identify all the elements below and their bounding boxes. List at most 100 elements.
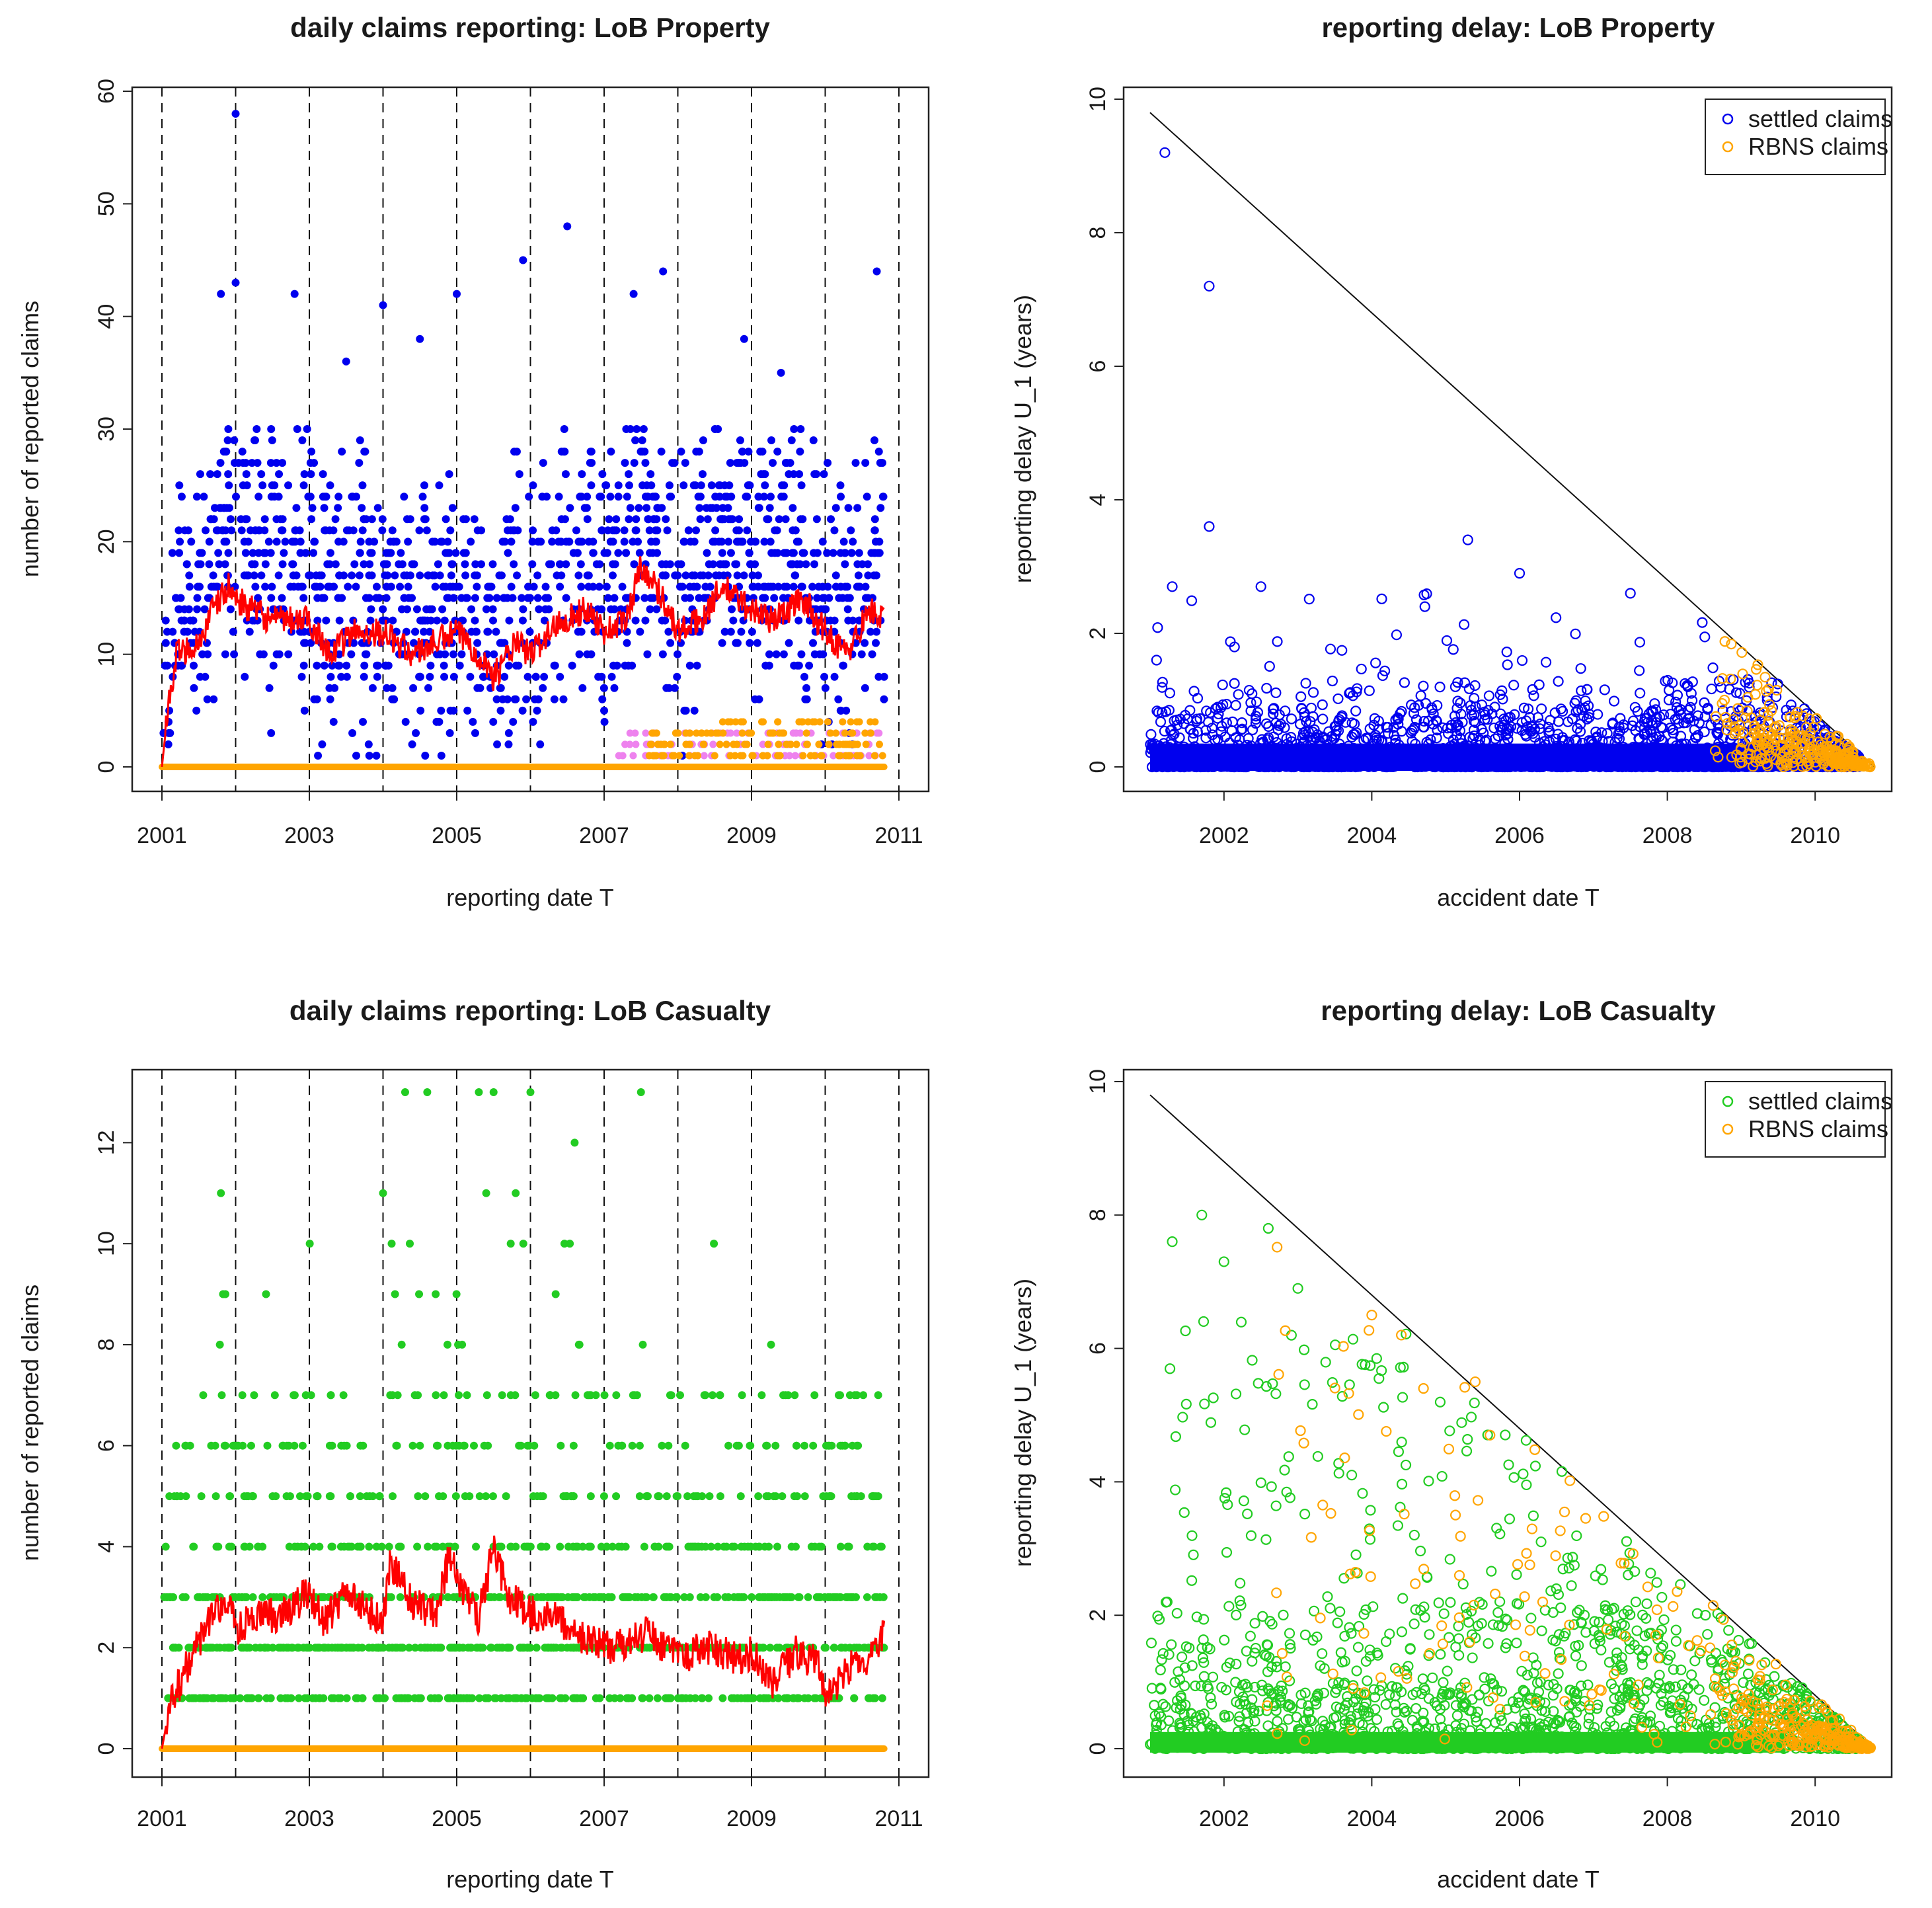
settled-point [820, 470, 828, 479]
settled-point [171, 594, 180, 602]
rbns-point [1737, 668, 1748, 680]
rbns-point [839, 718, 847, 726]
settled-point [432, 1290, 440, 1298]
settled-point [221, 560, 229, 569]
settled-point [1468, 715, 1480, 727]
settled-point [787, 436, 796, 445]
rbns-point [722, 740, 730, 748]
settled-point [1333, 693, 1344, 705]
settled-point [834, 695, 843, 703]
settled-point [823, 549, 831, 557]
settled-point [182, 1441, 190, 1450]
rbns-point [1791, 746, 1802, 758]
rbns-point [775, 729, 783, 737]
settled-point [1370, 657, 1381, 668]
settled-point [1699, 697, 1710, 708]
settled-point [299, 1644, 308, 1652]
settled-point [664, 627, 673, 636]
settled-point [408, 1441, 417, 1450]
settled-point [863, 1542, 872, 1551]
settled-point [265, 684, 274, 692]
settled-point [757, 1391, 766, 1400]
settled-point [779, 1593, 787, 1601]
settled-point [1238, 1495, 1249, 1507]
settled-point [880, 695, 888, 703]
settled-point [320, 661, 328, 670]
settled-point [773, 1644, 781, 1652]
y-tick-label: 10 [94, 642, 119, 667]
settled-point [1524, 711, 1535, 723]
settled-point [448, 504, 457, 512]
settled-point [1574, 726, 1586, 737]
settled-point [842, 706, 851, 715]
rbns-point [783, 740, 791, 748]
settled-point [329, 526, 338, 535]
settled-point [404, 537, 412, 546]
settled-point [289, 571, 297, 580]
settled-point [258, 1593, 267, 1601]
settled-outlier [482, 1189, 490, 1197]
settled-point [1711, 727, 1722, 738]
settled-point [224, 425, 233, 433]
settled-point [1418, 680, 1429, 692]
settled-point [755, 1542, 763, 1551]
settled-point [266, 549, 275, 557]
settled-point [340, 1441, 348, 1450]
rbns-point [1797, 741, 1808, 752]
settled-point [334, 661, 342, 670]
settled-point [504, 549, 512, 557]
settled-point [278, 515, 287, 524]
settled-point [1379, 665, 1391, 676]
settled-point [1441, 635, 1453, 647]
settled-point [267, 425, 276, 433]
settled-point [690, 706, 699, 715]
settled-point [350, 639, 358, 647]
settled-point [1164, 688, 1176, 699]
rbns-point [1750, 664, 1762, 675]
settled-point [1670, 696, 1681, 707]
settled-point [794, 616, 803, 625]
settled-point [711, 493, 720, 501]
settled-point [748, 582, 757, 591]
settled-point [845, 1644, 854, 1652]
settled-point [658, 616, 666, 625]
ibnr-point [781, 752, 789, 760]
settled-point [258, 1542, 267, 1551]
settled-point [359, 1441, 367, 1450]
settled-point [331, 560, 340, 569]
settled-point [1344, 687, 1356, 698]
settled-point [261, 1644, 270, 1652]
data-points [159, 1088, 888, 1752]
settled-point [206, 1644, 214, 1652]
settled-point [1761, 692, 1773, 703]
settled-point [418, 493, 427, 501]
settled-point [837, 582, 845, 591]
settled-point [432, 1542, 441, 1551]
settled-point [201, 672, 210, 681]
settled-point [600, 1391, 609, 1400]
settled-point [522, 695, 531, 703]
x-tick-label: 2009 [726, 1806, 777, 1831]
settled-point [564, 1542, 573, 1551]
settled-point [350, 560, 359, 569]
settled-point [471, 571, 479, 580]
settled-point [485, 594, 494, 602]
settled-point [802, 684, 811, 692]
rbns-point [654, 740, 662, 748]
settled-point [410, 1391, 419, 1400]
settled-outlier [217, 1189, 225, 1197]
settled-point [375, 594, 383, 602]
settled-point [718, 504, 727, 512]
settled-point [1250, 713, 1262, 725]
rbns-point [738, 729, 746, 737]
settled-point [445, 470, 453, 479]
settled-point [722, 560, 730, 569]
settled-point [645, 526, 654, 535]
settled-point [699, 436, 707, 445]
rbns-point [1713, 752, 1724, 763]
settled-point [602, 582, 611, 591]
settled-point [366, 616, 375, 625]
settled-point [793, 661, 802, 670]
settled-point [365, 751, 373, 760]
rbns-point [798, 718, 806, 726]
